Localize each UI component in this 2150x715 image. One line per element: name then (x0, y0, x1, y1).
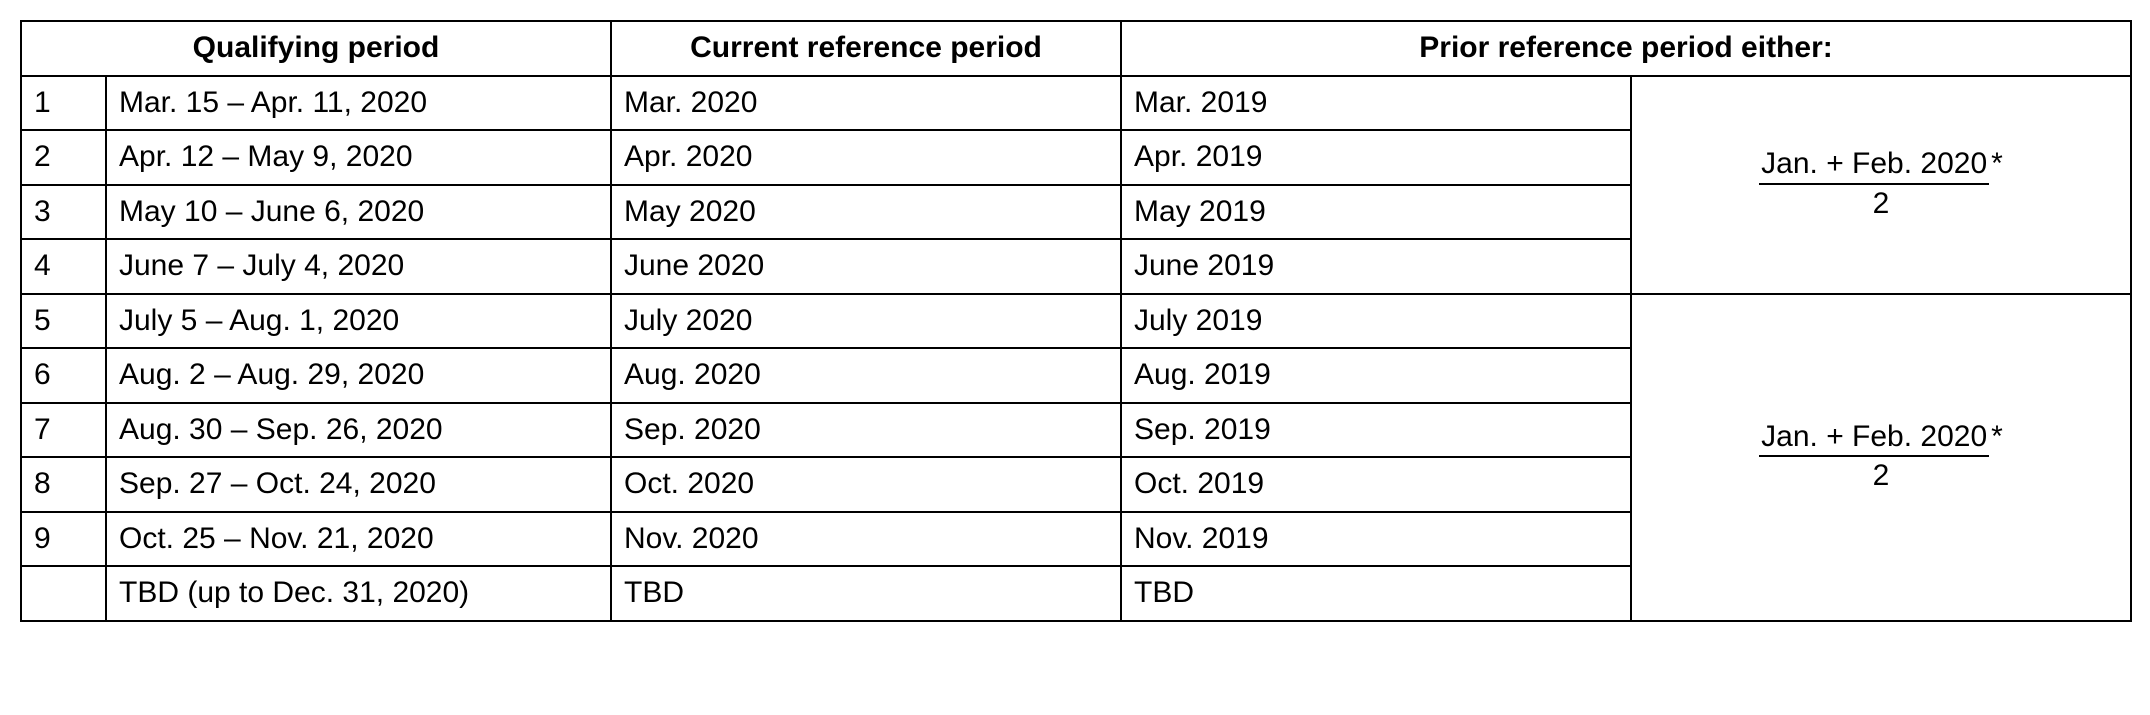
row-curr: July 2020 (611, 294, 1121, 349)
row-curr: TBD (611, 566, 1121, 621)
row-num: 4 (21, 239, 106, 294)
asterisk-icon: * (1991, 145, 2003, 183)
row-num: 1 (21, 76, 106, 131)
row-num: 5 (21, 294, 106, 349)
row-qual: May 10 – June 6, 2020 (106, 185, 611, 240)
row-curr: Mar. 2020 (611, 76, 1121, 131)
alt-reference-block-1: Jan. + Feb. 2020* 2 (1631, 76, 2131, 294)
row-curr: Apr. 2020 (611, 130, 1121, 185)
row-curr: Oct. 2020 (611, 457, 1121, 512)
fraction-denominator: 2 (1759, 185, 2003, 223)
row-qual: Aug. 2 – Aug. 29, 2020 (106, 348, 611, 403)
header-qualifying: Qualifying period (21, 21, 611, 76)
row-num: 7 (21, 403, 106, 458)
row-prior: Aug. 2019 (1121, 348, 1631, 403)
fraction: Jan. + Feb. 2020* 2 (1759, 418, 2003, 495)
row-prior: TBD (1121, 566, 1631, 621)
row-qual: June 7 – July 4, 2020 (106, 239, 611, 294)
fraction-numerator: Jan. + Feb. 2020 (1759, 145, 1989, 185)
header-current: Current reference period (611, 21, 1121, 76)
row-curr: May 2020 (611, 185, 1121, 240)
row-qual: Mar. 15 – Apr. 11, 2020 (106, 76, 611, 131)
row-prior: Nov. 2019 (1121, 512, 1631, 567)
row-num: 3 (21, 185, 106, 240)
row-num (21, 566, 106, 621)
row-num: 6 (21, 348, 106, 403)
row-prior: July 2019 (1121, 294, 1631, 349)
row-qual: Apr. 12 – May 9, 2020 (106, 130, 611, 185)
row-qual: TBD (up to Dec. 31, 2020) (106, 566, 611, 621)
row-prior: Mar. 2019 (1121, 76, 1631, 131)
row-num: 2 (21, 130, 106, 185)
row-qual: Sep. 27 – Oct. 24, 2020 (106, 457, 611, 512)
row-qual: Oct. 25 – Nov. 21, 2020 (106, 512, 611, 567)
row-curr: June 2020 (611, 239, 1121, 294)
row-curr: Nov. 2020 (611, 512, 1121, 567)
asterisk-icon: * (1991, 418, 2003, 456)
table-row: 1 Mar. 15 – Apr. 11, 2020 Mar. 2020 Mar.… (21, 76, 2131, 131)
row-qual: Aug. 30 – Sep. 26, 2020 (106, 403, 611, 458)
row-prior: Oct. 2019 (1121, 457, 1631, 512)
row-num: 9 (21, 512, 106, 567)
fraction-denominator: 2 (1759, 457, 2003, 495)
row-prior: Apr. 2019 (1121, 130, 1631, 185)
reference-period-table: Qualifying period Current reference peri… (20, 20, 2132, 622)
table-row: 5 July 5 – Aug. 1, 2020 July 2020 July 2… (21, 294, 2131, 349)
row-prior: May 2019 (1121, 185, 1631, 240)
header-prior: Prior reference period either: (1121, 21, 2131, 76)
row-prior: Sep. 2019 (1121, 403, 1631, 458)
alt-reference-block-2: Jan. + Feb. 2020* 2 (1631, 294, 2131, 621)
row-qual: July 5 – Aug. 1, 2020 (106, 294, 611, 349)
row-curr: Aug. 2020 (611, 348, 1121, 403)
row-num: 8 (21, 457, 106, 512)
table-header-row: Qualifying period Current reference peri… (21, 21, 2131, 76)
fraction-numerator: Jan. + Feb. 2020 (1759, 418, 1989, 458)
row-prior: June 2019 (1121, 239, 1631, 294)
fraction: Jan. + Feb. 2020* 2 (1759, 145, 2003, 222)
row-curr: Sep. 2020 (611, 403, 1121, 458)
